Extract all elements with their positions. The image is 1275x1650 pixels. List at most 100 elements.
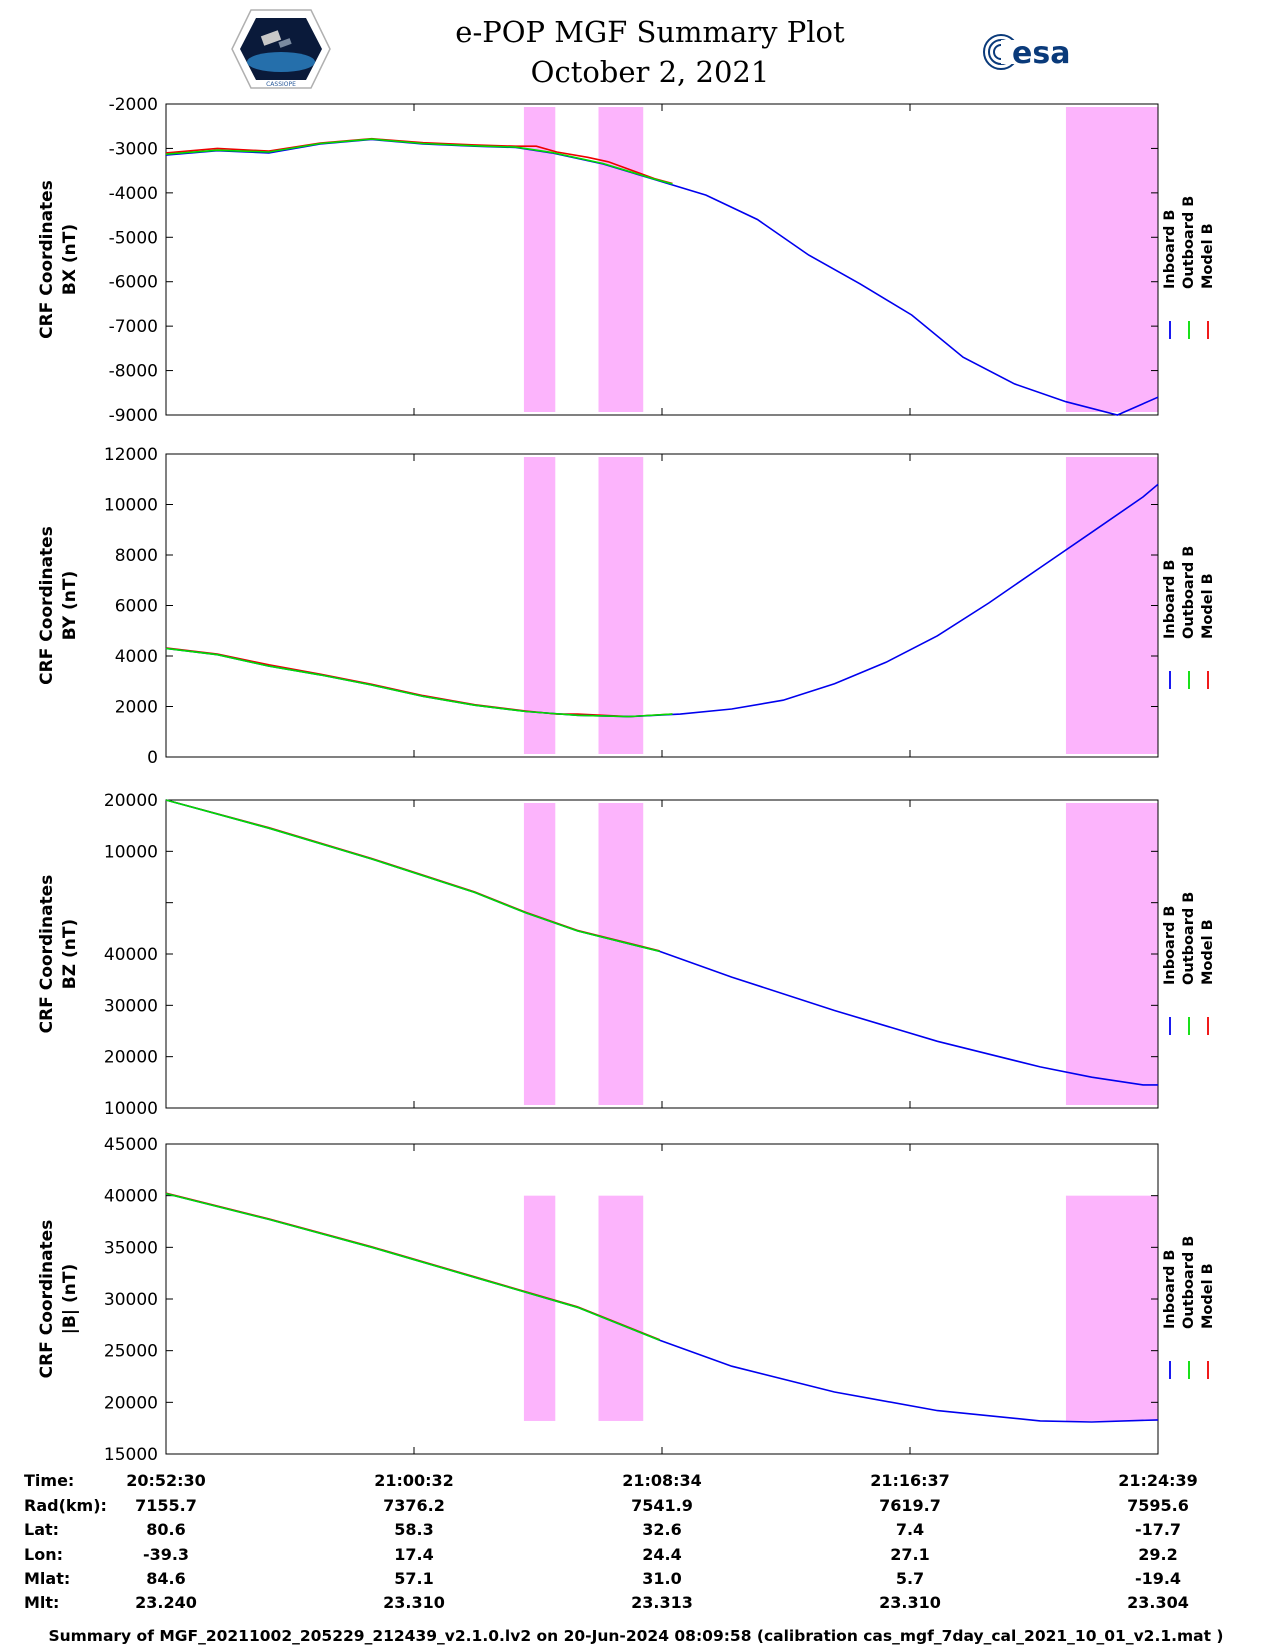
ephemeris-row-label: Lon: <box>24 1545 63 1564</box>
ephemeris-value: 17.4 <box>394 1545 433 1564</box>
y-tick-label: 12000 <box>104 445 158 465</box>
page-title: e-POP MGF Summary Plot <box>455 15 845 49</box>
ephemeris-value: -19.4 <box>1135 1569 1181 1588</box>
ephemeris-value: 7619.7 <box>879 1496 941 1515</box>
y-axis-label-line2: BZ (nT) <box>60 919 80 989</box>
cassiope-logo-text: CASSIOPE <box>266 81 296 88</box>
legend-label: Inboard B <box>1162 560 1178 639</box>
legend-label: Model B <box>1200 1263 1216 1329</box>
footer-note: Summary of MGF_20211002_205229_212439_v2… <box>48 1627 1223 1645</box>
ephemeris-row-label: Mlat: <box>24 1569 70 1588</box>
legend-label: Model B <box>1200 573 1216 639</box>
ephemeris-value: 32.6 <box>642 1520 681 1539</box>
ephemeris-value: 7541.9 <box>631 1496 693 1515</box>
ephemeris-row-label: Rad(km): <box>24 1496 107 1515</box>
esa-logo-icon: esa <box>983 34 1070 71</box>
legend: Inboard B Outboard B Model B <box>1162 546 1216 689</box>
y-tick-label: -8000 <box>109 362 158 382</box>
y-tick-label: 40000 <box>104 1187 158 1207</box>
y-axis-label-line2: |B| (nT) <box>60 1264 80 1335</box>
cassiope-mission-logo-icon: CASSIOPE <box>231 9 331 89</box>
ephemeris-value: 5.7 <box>896 1569 924 1588</box>
series-line-outboard-b <box>165 799 660 953</box>
y-tick-label: 2000 <box>115 698 158 718</box>
shaded-interval <box>598 107 644 412</box>
header: CASSIOPE e-POP MGF Summary Plot October … <box>231 9 1070 89</box>
legend-label: Outboard B <box>1181 546 1197 639</box>
plot-frame <box>165 799 1159 1109</box>
panel-bx: -2000 -3000 -4000 -5000 -6000 -7000 -8000 -9000… <box>37 95 1216 426</box>
ephemeris-value: 23.240 <box>135 1593 197 1612</box>
ephemeris-value: 7595.6 <box>1127 1496 1189 1515</box>
plot-frame <box>165 1143 1159 1455</box>
y-tick-label: 35000 <box>104 1238 158 1258</box>
legend-label: Inboard B <box>1162 210 1178 289</box>
ephemeris-value: 7155.7 <box>135 1496 197 1515</box>
y-tick-label: -4000 <box>109 184 158 204</box>
y-tick-label: 8000 <box>115 546 158 566</box>
ephemeris-value: 24.4 <box>642 1545 681 1564</box>
legend-label: Model B <box>1200 223 1216 289</box>
ephemeris-row-label: Time: <box>24 1471 74 1490</box>
legend: Inboard B Outboard B Model B <box>1162 1236 1216 1379</box>
legend-label: Outboard B <box>1181 196 1197 289</box>
y-tick-label: 20000 <box>104 1393 158 1413</box>
ephemeris-value: 21:24:39 <box>1118 1471 1198 1490</box>
shaded-interval <box>523 1195 556 1421</box>
ephemeris-value: 31.0 <box>642 1569 681 1588</box>
legend-label: Inboard B <box>1162 906 1178 985</box>
shaded-interval <box>598 803 644 1105</box>
legend-label: Inboard B <box>1162 1250 1178 1329</box>
ephemeris-value: 58.3 <box>394 1520 433 1539</box>
panel-by: 12000 10000 8000 6000 4000 2000 0 CRF Coordinat… <box>37 445 1216 768</box>
y-axis-label-line1: CRF Coordinates <box>37 180 57 339</box>
legend-label: Model B <box>1200 919 1216 985</box>
series-line-model-b <box>165 137 673 185</box>
y-tick-label: -7000 <box>109 317 158 337</box>
shaded-interval <box>523 107 556 412</box>
series-line-inboard-b <box>165 483 1159 718</box>
ephemeris-value: 20:52:30 <box>126 1471 206 1490</box>
y-tick-label: 0 <box>147 748 158 768</box>
y-tick-label: 4000 <box>115 647 158 667</box>
ephemeris-value: 57.1 <box>394 1569 433 1588</box>
shaded-interval <box>523 457 556 754</box>
series-line-outboard-b <box>165 138 673 185</box>
shaded-interval <box>1065 803 1158 1105</box>
ephemeris-row-label: Lat: <box>24 1520 59 1539</box>
esa-logo-text: esa <box>1012 36 1070 71</box>
y-tick-label: 20000 <box>104 1048 158 1068</box>
plot-frame <box>165 103 1159 416</box>
ephemeris-value: 27.1 <box>890 1545 929 1564</box>
legend: Inboard B Outboard B Model B <box>1162 196 1216 339</box>
y-tick-label: 20000 <box>104 791 158 811</box>
panel-bz: 20000 10000 40000 30000 20000 10000 CRF Coordi… <box>37 791 1216 1119</box>
panel-b-magnitude: 45000 40000 35000 30000 25000 20000 15000 CRF C… <box>37 1135 1216 1465</box>
y-tick-label: 10000 <box>104 496 158 516</box>
series-line-inboard-b <box>165 1192 1159 1423</box>
ephemeris-value: 21:08:34 <box>622 1471 702 1490</box>
y-tick-label: -3000 <box>109 139 158 159</box>
y-tick-label: -2000 <box>109 95 158 115</box>
legend: Inboard B Outboard B Model B <box>1162 892 1216 1035</box>
legend-label: Outboard B <box>1181 892 1197 985</box>
ephemeris-value: 21:00:32 <box>374 1471 454 1490</box>
shaded-interval <box>523 803 556 1105</box>
ephemeris-value: 29.2 <box>1138 1545 1177 1564</box>
y-tick-label: 30000 <box>104 1290 158 1310</box>
shaded-interval <box>1065 1195 1158 1421</box>
legend-label: Outboard B <box>1181 1236 1197 1329</box>
y-tick-label: -5000 <box>109 228 158 248</box>
shaded-interval <box>1065 457 1158 754</box>
y-tick-label: 6000 <box>115 597 158 617</box>
y-tick-label: -9000 <box>109 406 158 426</box>
y-axis-label-line1: CRF Coordinates <box>37 526 57 685</box>
ephemeris-value: 23.304 <box>1127 1593 1189 1612</box>
shaded-interval <box>598 1195 644 1421</box>
ephemeris-value: 23.310 <box>383 1593 445 1612</box>
plot-frame <box>165 453 1159 758</box>
ephemeris-value: 23.313 <box>631 1593 693 1612</box>
ephemeris-value: 80.6 <box>146 1520 185 1539</box>
y-tick-label: 40000 <box>104 945 158 965</box>
